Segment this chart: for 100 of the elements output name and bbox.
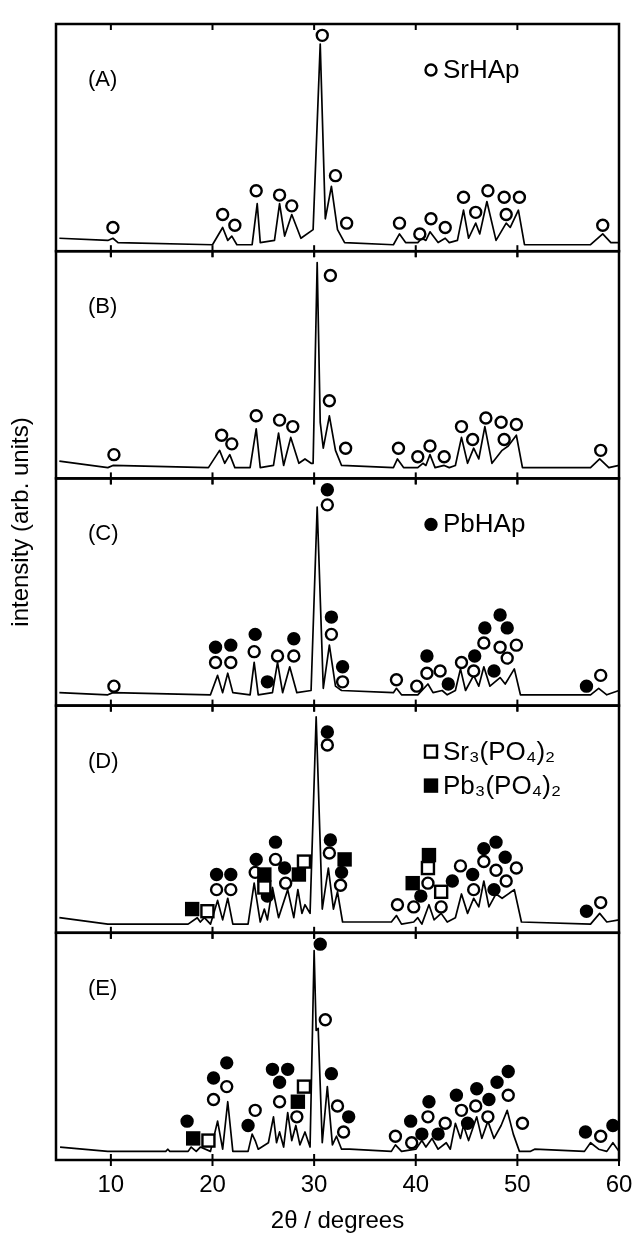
point — [247, 644, 261, 659]
point — [499, 207, 513, 222]
x-tick-label: 60 — [605, 1170, 633, 1197]
point — [494, 415, 508, 429]
point — [594, 895, 608, 910]
point — [318, 1013, 333, 1027]
point — [389, 673, 404, 687]
point — [268, 835, 283, 849]
point — [214, 428, 229, 442]
point — [413, 227, 427, 241]
point — [320, 498, 335, 512]
point — [220, 1079, 234, 1094]
point — [241, 1118, 255, 1133]
point — [431, 1127, 445, 1141]
point — [500, 621, 514, 635]
point — [248, 1103, 262, 1118]
point — [470, 1082, 484, 1096]
point — [477, 636, 491, 650]
point — [338, 441, 353, 455]
point — [220, 1056, 234, 1070]
point — [272, 188, 287, 202]
point — [296, 1079, 312, 1094]
point — [224, 638, 238, 652]
x-tick-label: 30 — [300, 1170, 328, 1197]
point — [290, 1110, 304, 1124]
point — [465, 867, 480, 882]
point — [184, 901, 200, 917]
point — [206, 1092, 221, 1107]
point — [224, 655, 238, 670]
point — [320, 725, 335, 739]
point — [272, 1095, 287, 1109]
point — [209, 882, 224, 897]
x-tick-label: 10 — [97, 1170, 125, 1197]
point — [456, 190, 471, 204]
point — [407, 900, 421, 914]
point — [500, 651, 514, 665]
point — [420, 860, 436, 876]
point — [291, 867, 307, 882]
point — [272, 1075, 287, 1089]
legend-label: Sr₃(PO₄)₂ — [443, 735, 556, 766]
point — [512, 190, 527, 204]
point — [467, 649, 482, 663]
point — [490, 1075, 504, 1089]
point — [107, 679, 121, 693]
x-tick-label: 20 — [199, 1170, 226, 1197]
point — [481, 184, 495, 198]
point — [260, 675, 275, 689]
point — [337, 852, 352, 867]
point — [497, 432, 511, 447]
y-axis-title: intensity (arb. units) — [6, 417, 33, 627]
point — [324, 627, 339, 642]
point — [421, 1110, 435, 1124]
point — [287, 631, 301, 646]
point — [315, 28, 329, 43]
point — [330, 1099, 345, 1113]
point — [493, 640, 507, 655]
point — [268, 852, 283, 867]
point — [487, 882, 501, 897]
point — [437, 450, 451, 464]
point — [487, 664, 501, 678]
point — [460, 1116, 475, 1131]
point — [449, 1088, 464, 1102]
point — [498, 850, 512, 864]
point — [323, 833, 338, 847]
point — [594, 668, 608, 683]
point — [579, 679, 594, 693]
point — [265, 1062, 280, 1077]
point — [201, 1133, 216, 1148]
point — [277, 861, 292, 875]
point — [438, 1116, 452, 1131]
point — [404, 1136, 419, 1150]
point — [107, 447, 121, 462]
point — [296, 854, 312, 869]
point — [479, 411, 493, 425]
point — [224, 882, 238, 897]
point — [249, 184, 263, 198]
point — [248, 627, 262, 642]
legend-label: PbHAp — [443, 508, 526, 539]
point — [415, 1127, 429, 1141]
point — [477, 841, 491, 856]
point — [422, 1095, 436, 1109]
point — [482, 1092, 496, 1107]
point — [180, 1114, 194, 1128]
point — [390, 898, 405, 912]
point — [433, 884, 449, 899]
point — [336, 1125, 351, 1139]
x-axis-title: 2θ / degrees — [270, 1206, 405, 1233]
point — [466, 882, 481, 897]
point — [323, 268, 338, 283]
point — [594, 443, 608, 458]
text: (D) — [88, 747, 119, 773]
point — [578, 1125, 593, 1139]
point — [270, 649, 285, 663]
point — [228, 218, 242, 232]
point — [209, 867, 224, 882]
point — [391, 441, 406, 455]
point — [285, 199, 299, 213]
point — [249, 852, 263, 867]
point — [272, 413, 287, 427]
point — [499, 874, 513, 888]
